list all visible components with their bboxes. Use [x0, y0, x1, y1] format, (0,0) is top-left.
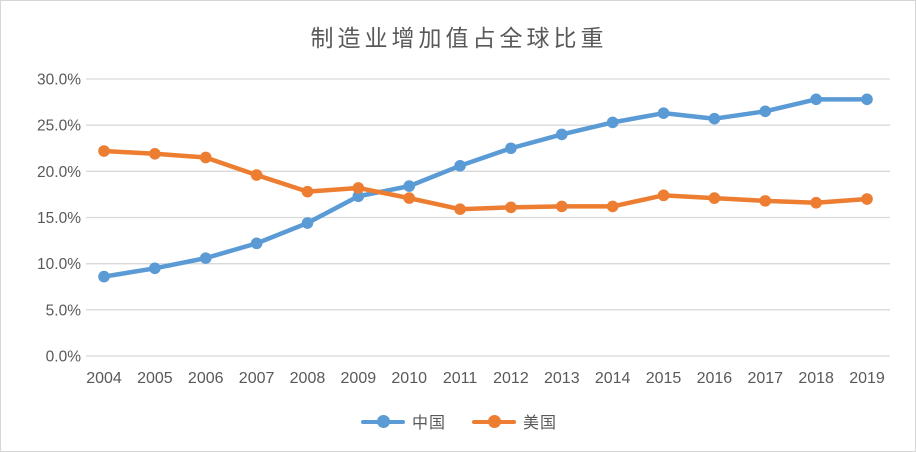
- series-point-usa: [810, 196, 822, 209]
- legend-item-china: 中国: [360, 409, 446, 433]
- series-point-china: [657, 107, 670, 119]
- legend-item-usa: 美国: [472, 409, 557, 433]
- x-axis-tick-label: 2005: [137, 370, 173, 387]
- series-point-usa: [606, 200, 619, 213]
- series-point-china: [250, 237, 263, 250]
- x-axis-tick-label: 2013: [544, 370, 580, 387]
- series-point-china: [301, 217, 314, 229]
- x-axis-tick-label: 2011: [443, 370, 478, 387]
- chart-title: 制造业增加值占全球比重: [310, 25, 608, 51]
- series-point-china: [403, 180, 416, 192]
- legend: 中国 美国: [1, 409, 915, 433]
- series-point-china: [861, 93, 873, 106]
- series-point-usa: [149, 147, 161, 160]
- y-axis-tick-label: 25.0%: [37, 118, 81, 135]
- series-point-usa: [98, 145, 110, 157]
- series-point-china: [149, 262, 161, 275]
- series-point-usa: [505, 201, 517, 214]
- x-axis-tick-label: 2015: [646, 370, 682, 387]
- x-axis-tick-label: 2010: [391, 370, 427, 387]
- x-axis-tick-label: 2007: [239, 370, 275, 387]
- y-axis-tick-label: 20.0%: [37, 164, 81, 181]
- x-axis-tick-label: 2019: [849, 370, 885, 387]
- legend-marker-usa-icon: [472, 414, 516, 428]
- series-point-usa: [556, 200, 568, 213]
- y-axis-tick-label: 0.0%: [46, 349, 82, 366]
- series-point-usa: [199, 151, 212, 164]
- series-point-china: [556, 128, 568, 141]
- plot-area: 0.0% 5.0% 10.0% 15.0% 20.0% 25.0% 30.0% 2004 200…: [37, 72, 890, 387]
- x-axis-tick-label: 2008: [290, 370, 326, 387]
- x-axis-tick-label: 2018: [798, 370, 834, 387]
- series-line-china: [101, 97, 870, 279]
- x-axis-tick-label: 2014: [595, 370, 631, 387]
- series-point-usa: [250, 169, 263, 181]
- series-point-usa: [861, 193, 873, 205]
- series-point-usa: [708, 192, 721, 204]
- series-point-usa: [352, 182, 365, 194]
- series-point-china: [606, 116, 619, 129]
- series-point-usa: [454, 203, 466, 215]
- series-point-china: [708, 112, 721, 125]
- series-point-usa: [301, 185, 314, 198]
- series-point-china: [98, 270, 110, 283]
- x-axis-tick-label: 2009: [341, 370, 377, 387]
- series-point-china: [810, 93, 822, 106]
- legend-label-china: 中国: [411, 415, 446, 432]
- y-axis-tick-label: 5.0%: [46, 302, 82, 319]
- series-point-usa: [759, 195, 772, 207]
- x-axis-tick-label: 2016: [697, 370, 733, 387]
- series-point-china: [505, 142, 517, 155]
- y-axis-tick-label: 15.0%: [37, 210, 81, 227]
- y-axis-tick-label: 10.0%: [37, 256, 81, 273]
- legend-marker-china-icon: [360, 414, 405, 428]
- series-point-china: [454, 159, 466, 172]
- series-point-usa: [657, 189, 670, 202]
- series-point-china: [352, 190, 365, 203]
- series-point-china: [759, 105, 772, 118]
- x-axis-tick-label: 2012: [493, 370, 529, 387]
- x-axis-tick-label: 2017: [747, 370, 783, 387]
- legend-label-usa: 美国: [523, 415, 558, 432]
- series-point-china: [199, 252, 212, 264]
- x-axis-tick-label: 2004: [86, 370, 122, 387]
- series-point-usa: [403, 192, 416, 204]
- x-axis-tick-label: 2006: [188, 370, 224, 387]
- y-axis-tick-label: 30.0%: [37, 72, 81, 89]
- series-line-usa: [101, 148, 870, 212]
